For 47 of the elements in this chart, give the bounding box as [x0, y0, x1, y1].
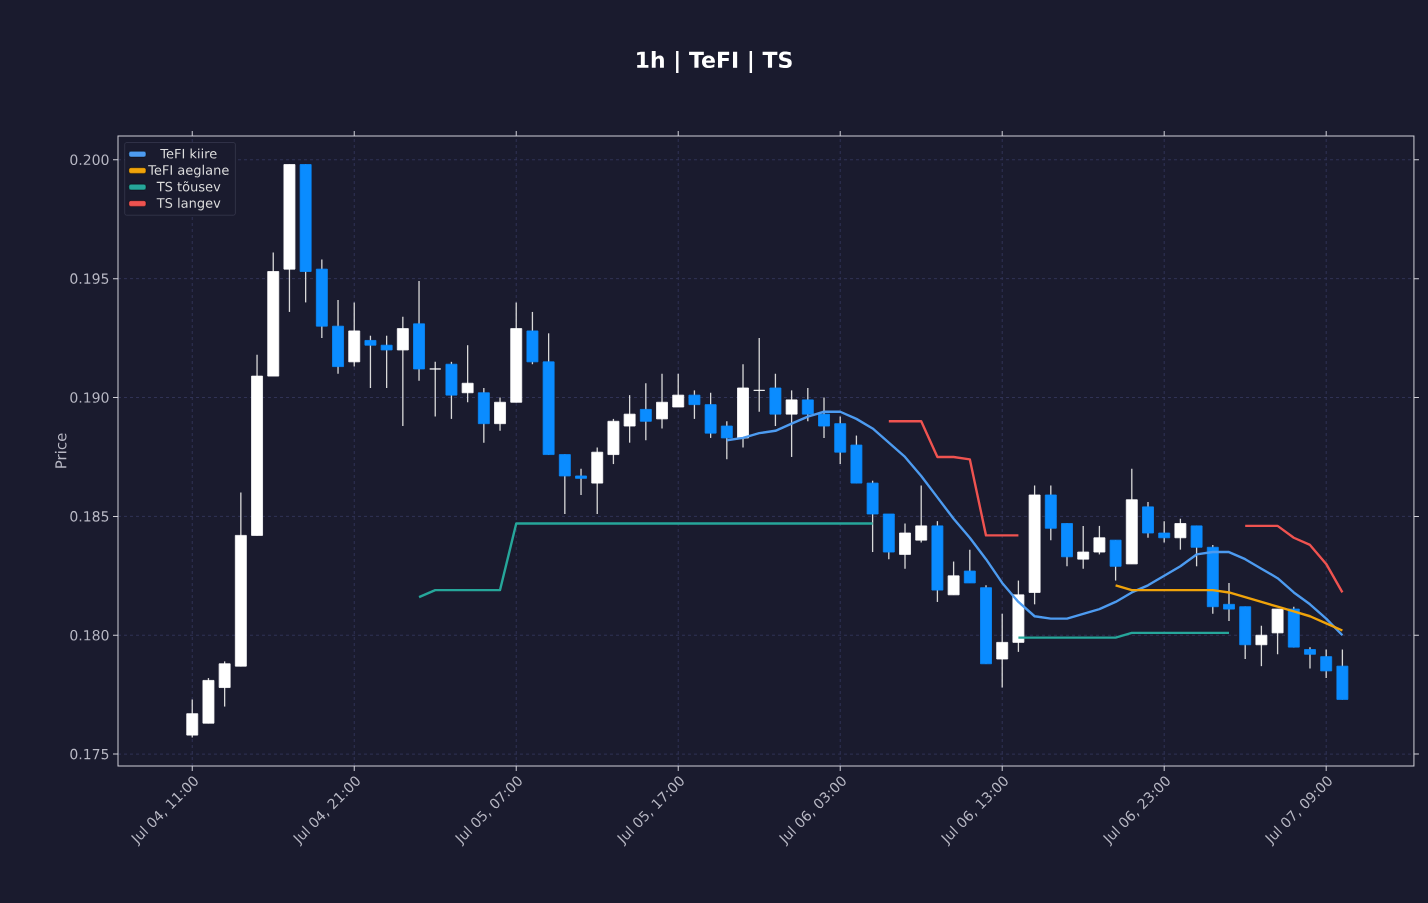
candlestick [396, 316, 409, 427]
candlestick [963, 549, 976, 584]
candlestick [656, 373, 668, 430]
candlestick [639, 382, 652, 441]
candlestick [623, 394, 636, 444]
candlestick [899, 522, 911, 570]
candlestick [461, 344, 474, 403]
candlestick [1190, 525, 1203, 567]
candlestick [558, 453, 571, 515]
legend-label: TS langev [156, 197, 221, 211]
candlestick [801, 387, 814, 422]
candlestick [1255, 625, 1268, 667]
candlestick [720, 420, 733, 460]
candlestick [915, 484, 928, 544]
y-axis-title: Price [54, 433, 67, 468]
candlestick [1093, 525, 1106, 556]
candlestick [996, 613, 1009, 689]
candlestick [785, 389, 798, 458]
candlestick [947, 560, 960, 596]
candlestick [218, 660, 231, 708]
candlestick [186, 698, 199, 739]
candlestick [672, 373, 685, 408]
candlestick [753, 337, 766, 413]
legend-label: TeFI aeglane [148, 164, 229, 178]
legend-label: TS tõusev [156, 181, 221, 192]
candlestick [380, 335, 393, 389]
candlestick [494, 396, 506, 432]
candlestick [429, 361, 442, 418]
candlestick [1077, 525, 1090, 570]
candlestick [1320, 648, 1333, 679]
candlestick [1271, 608, 1284, 655]
candlestick [575, 468, 587, 496]
candlestick [688, 389, 701, 420]
candlestick [1223, 582, 1235, 622]
candlestick [1174, 518, 1187, 551]
y-tick-label: 0.185 [70, 511, 109, 522]
y-tick-label: 0.180 [70, 629, 109, 641]
candlestick [1304, 646, 1316, 670]
candlestick [818, 396, 830, 439]
y-tick-label: 0.200 [70, 154, 109, 166]
legend-label: TeFI kiire [160, 148, 217, 159]
candlestick [364, 335, 377, 389]
y-tick-label: 0.175 [70, 748, 109, 760]
chart-title: 1h | TeFI | TS [637, 50, 792, 73]
y-tick-label: 0.190 [70, 392, 109, 403]
candlestick [1158, 520, 1171, 544]
y-tick-label: 0.195 [70, 273, 109, 284]
